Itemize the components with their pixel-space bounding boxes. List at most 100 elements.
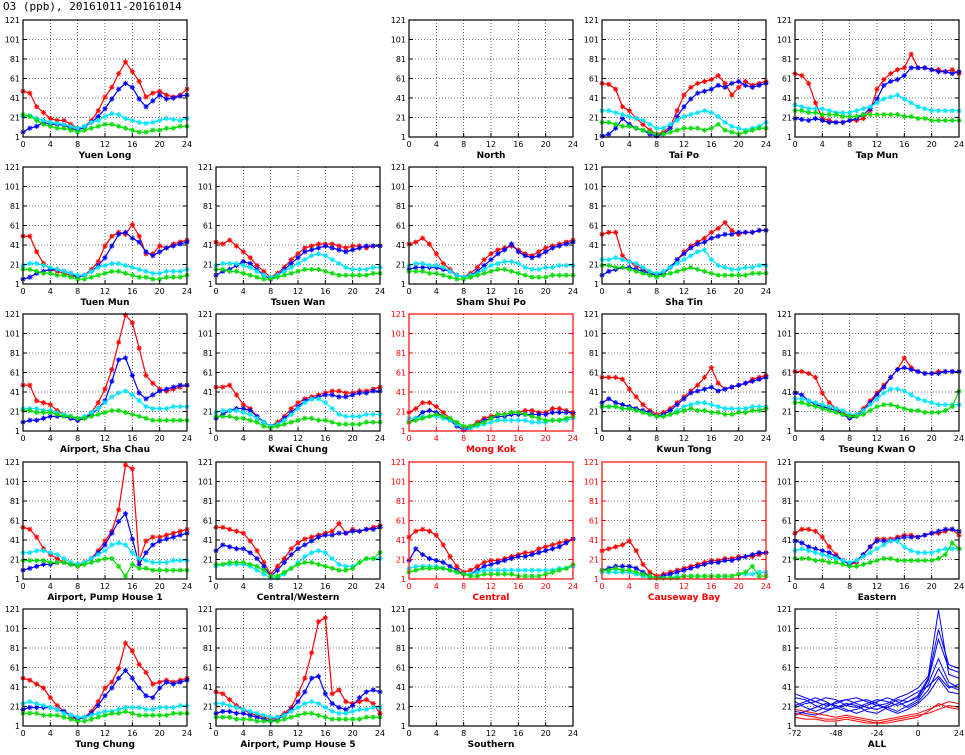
data-point-green [343,716,349,722]
data-point-blue [729,557,735,564]
data-point-green [116,710,122,716]
data-point-red [640,561,646,567]
data-point-red [240,530,246,536]
data-point-blue [888,374,894,380]
data-point-red [549,405,556,412]
data-point-blue [363,526,369,532]
data-point-cyan [61,121,67,127]
data-point-green [227,268,233,274]
data-point-red [288,405,294,412]
data-point-blue [681,104,687,110]
data-point-red [34,534,40,540]
x-tick-label: 20 [348,287,358,296]
data-point-green [556,567,562,573]
data-point-red [220,384,226,390]
data-point-cyan [942,108,948,114]
data-point-green [116,407,122,414]
data-point-green [729,573,735,579]
data-point-blue [563,409,569,416]
data-point-green [894,111,901,118]
data-point-cyan [302,553,308,560]
data-point-green [129,710,135,716]
data-point-green [247,561,253,567]
data-point-blue [708,559,714,566]
data-point-blue [894,366,901,373]
data-point-green [688,125,694,131]
data-point-red [488,251,494,257]
data-point-green [163,274,170,280]
data-point-blue [143,693,149,699]
data-point-green [302,415,308,421]
data-point-cyan [109,394,115,400]
data-point-blue [695,241,701,247]
data-point-green [75,718,81,724]
data-point-red [343,699,349,705]
data-point-green [281,272,287,278]
y-tick-label: 121 [777,16,792,25]
data-point-blue [163,386,170,392]
data-point-green [495,571,501,577]
x-tick-label: 24 [761,140,771,149]
data-point-cyan [888,94,894,100]
y-tick-label: 41 [589,94,599,103]
y-tick-label: 101 [777,478,792,487]
data-point-blue [508,241,515,247]
data-point-green [942,117,948,124]
data-point-green [47,712,53,718]
data-point-red [233,392,240,398]
data-point-green [515,409,521,416]
data-point-blue [370,526,376,532]
data-point-green [47,409,53,416]
data-point-green [549,569,556,575]
data-point-blue [150,392,156,398]
data-point-cyan [495,260,501,267]
data-point-red [143,372,149,379]
data-point-cyan [722,119,728,125]
data-point-red [27,677,33,683]
y-tick-label: 21 [396,261,406,270]
data-point-blue [701,88,708,94]
data-point-blue [309,247,315,253]
data-point-green [261,567,267,573]
data-point-red [302,536,308,542]
data-point-cyan [867,550,873,556]
data-point-red [433,251,439,257]
data-point-green [220,266,226,272]
data-point-green [309,559,315,566]
data-point-cyan [122,115,129,122]
x-tick-label: -72 [788,729,801,738]
data-point-green [274,573,281,579]
x-tick-label: 24 [375,287,385,296]
data-point-blue [122,511,129,517]
y-tick-label: 1 [208,280,213,289]
data-point-red [157,243,163,249]
data-point-red [695,382,701,388]
data-point-cyan [502,417,508,423]
x-tick-label: 24 [568,729,578,738]
x-tick-label: 12 [679,434,689,443]
x-tick-label: 0 [213,434,218,443]
data-point-red [888,71,894,77]
data-point-cyan [95,264,101,271]
data-point-green [606,567,612,573]
y-tick-label: 21 [782,114,792,123]
data-point-blue [742,229,749,235]
data-point-red [606,229,612,235]
x-tick-label: 16 [513,287,523,296]
data-point-blue [102,693,108,699]
y-tick-label: 21 [396,114,406,123]
data-point-cyan [626,258,632,265]
data-point-cyan [640,264,646,271]
data-point-cyan [935,108,942,114]
y-tick-label: 61 [589,369,599,378]
data-point-green [220,561,226,567]
data-point-blue [935,370,942,377]
x-tick-label: 0 [20,287,25,296]
data-point-green [860,561,866,567]
data-point-green [515,270,521,276]
data-point-cyan [322,550,328,556]
data-point-blue [370,687,376,693]
data-point-blue [315,534,322,540]
data-point-blue [350,702,356,709]
data-point-cyan [549,264,556,271]
